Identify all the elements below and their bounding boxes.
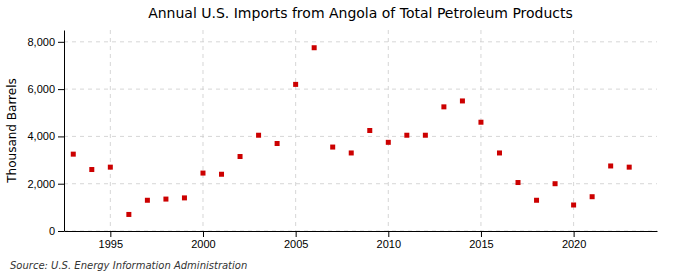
point	[293, 82, 298, 87]
y-tick: 0	[49, 225, 64, 237]
title: Annual U.S. Imports from Angola of Total…	[148, 5, 573, 21]
x-tick-label: 2015	[469, 238, 493, 250]
point	[478, 120, 483, 125]
y-grid-line	[64, 231, 657, 232]
x-tick: 2005	[284, 231, 308, 250]
x-tick: 2010	[377, 231, 401, 250]
point	[441, 104, 446, 109]
x-tick-label: 1995	[99, 238, 123, 250]
point	[256, 133, 261, 138]
point	[534, 198, 539, 203]
point	[108, 165, 113, 170]
y-axis-line	[64, 31, 65, 232]
point	[312, 45, 317, 50]
y-grid-line	[64, 183, 657, 184]
plot: 1995 2000 2005 2010 2015 2020 0 2,000 4,000 6,000…	[27, 30, 657, 250]
point	[516, 180, 521, 185]
source-note: Source: U.S. Energy Information Administ…	[10, 260, 247, 271]
point	[275, 141, 280, 146]
point	[423, 133, 428, 138]
point	[386, 140, 391, 145]
x-grid-line	[202, 30, 203, 231]
y-tick-mark	[58, 42, 64, 43]
x-tick-label: 2020	[562, 238, 586, 250]
point	[460, 98, 465, 103]
y-grid-line	[64, 136, 657, 137]
y-tick-label: 4,000	[27, 130, 55, 142]
point	[627, 165, 632, 170]
point	[497, 150, 502, 155]
y-tick-label: 2,000	[27, 178, 55, 190]
y-axis: 0 2,000 4,000 6,000 8,000	[27, 31, 64, 238]
y-tick-label: 6,000	[27, 83, 55, 95]
point	[182, 195, 187, 200]
point	[163, 197, 168, 202]
y-tick-mark	[58, 136, 64, 137]
y-axis-title: Thousand Barrels	[5, 78, 19, 183]
x-grid-line	[295, 30, 296, 231]
y-tick-mark	[58, 231, 64, 232]
x-tick-label: 2000	[191, 238, 215, 250]
point	[349, 150, 354, 155]
points	[71, 45, 632, 217]
point	[367, 128, 372, 133]
point	[71, 152, 76, 157]
x-tick-label: 2010	[377, 238, 401, 250]
point	[608, 163, 613, 168]
y-tick-label: 0	[49, 225, 55, 237]
y-tick: 2,000	[27, 178, 64, 190]
x-grid-line	[573, 30, 574, 231]
y-tick: 8,000	[27, 36, 64, 48]
x-tick-mark	[574, 231, 575, 237]
y-grid-line	[64, 41, 657, 42]
grid	[64, 30, 657, 231]
x-tick: 2000	[191, 231, 215, 250]
point	[200, 171, 205, 176]
point	[330, 145, 335, 150]
x-axis: 1995 2000 2005 2010 2015 2020	[65, 231, 658, 250]
x-tick: 2020	[562, 231, 586, 250]
y-tick-mark	[58, 184, 64, 185]
x-tick-mark	[388, 231, 389, 237]
y-tick-label: 8,000	[27, 36, 55, 48]
point	[404, 133, 409, 138]
x-tick-label: 2005	[284, 238, 308, 250]
x-tick-mark	[296, 231, 297, 237]
x-tick: 2015	[469, 231, 493, 250]
point	[145, 198, 150, 203]
point	[553, 181, 558, 186]
x-tick-mark	[110, 231, 111, 237]
x-grid-line	[110, 30, 111, 231]
point	[571, 202, 576, 207]
x-grid-line	[480, 30, 481, 231]
x-tick: 1995	[99, 231, 123, 250]
chart: 1995 2000 2005 2010 2015 2020 0 2,000 4,000 6,000…	[0, 0, 675, 275]
y-tick: 6,000	[27, 83, 64, 95]
point	[126, 212, 131, 217]
y-grid-line	[64, 89, 657, 90]
x-grid-line	[388, 30, 389, 231]
y-tick: 4,000	[27, 130, 64, 142]
point	[89, 167, 94, 172]
x-tick-mark	[481, 231, 482, 237]
x-tick-mark	[203, 231, 204, 237]
y-tick-mark	[58, 89, 64, 90]
point	[590, 194, 595, 199]
point	[219, 172, 224, 177]
point	[238, 154, 243, 159]
x-axis-line	[65, 231, 658, 232]
